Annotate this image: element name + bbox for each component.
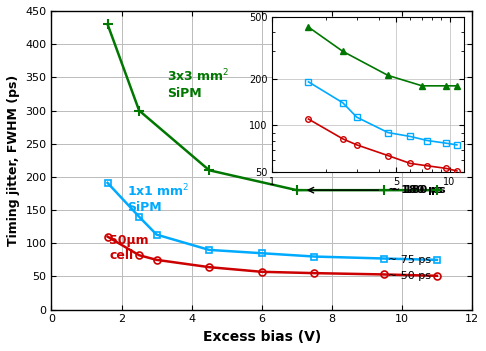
Text: ~ 50 ps: ~ 50 ps <box>388 271 431 282</box>
Text: 50μm
cell: 50μm cell <box>109 234 149 262</box>
Text: ~ 75 ps: ~ 75 ps <box>388 255 431 265</box>
Text: 1x1 mm$^2$
SiPM: 1x1 mm$^2$ SiPM <box>127 182 190 214</box>
X-axis label: Excess bias (V): Excess bias (V) <box>203 330 321 344</box>
Text: ~ 180 ps: ~ 180 ps <box>388 185 443 195</box>
Text: ~ 180 ps: ~ 180 ps <box>391 185 446 195</box>
Text: 3x3 mm$^2$
SiPM: 3x3 mm$^2$ SiPM <box>167 68 230 100</box>
Y-axis label: Timing jitter, FWHM (ps): Timing jitter, FWHM (ps) <box>7 75 20 246</box>
